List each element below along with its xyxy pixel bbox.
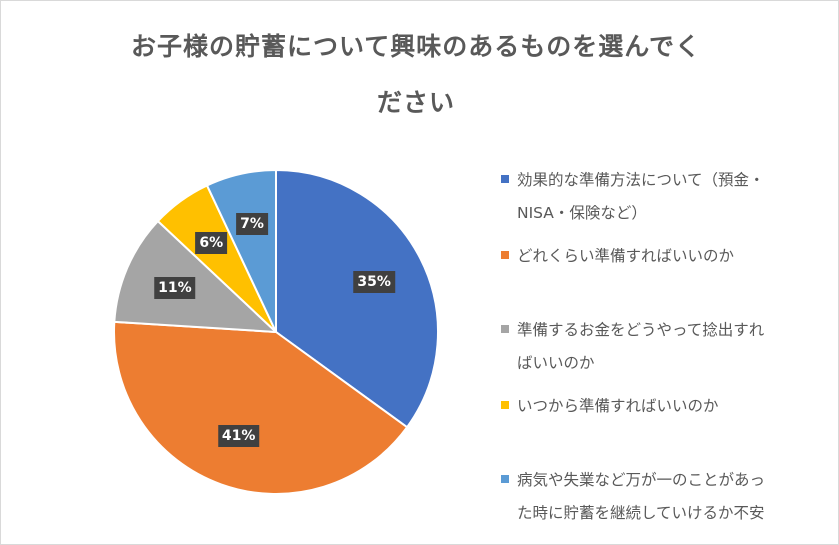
pie-slice-emergency-worry bbox=[205, 168, 277, 333]
data-label-how-much: 41% bbox=[217, 424, 260, 447]
legend-label-line: どれくらい準備すればいいのか bbox=[517, 247, 735, 265]
legend-swatch bbox=[501, 475, 509, 483]
legend-item-effective-methods: 効果的な準備方法について（預金・ NISA・保険など） bbox=[501, 164, 831, 230]
legend-swatch bbox=[501, 251, 509, 259]
data-label-how-to-raise: 11% bbox=[154, 277, 196, 300]
chart-title-line-1: お子様の貯蓄について興味のあるものを選んでく bbox=[130, 32, 701, 61]
legend-swatch bbox=[501, 401, 509, 409]
legend-item-emergency-worry: 病気や失業など万が一のことがあっ た時に貯蓄を継続していけるか不安 bbox=[501, 464, 831, 530]
chart-title-line-2: ださい bbox=[376, 88, 455, 117]
legend-item-when-to-start: いつから準備すればいいのか bbox=[501, 390, 831, 423]
legend-item-how-much: どれくらい準備すればいいのか bbox=[501, 240, 831, 273]
legend-item-how-to-raise: 準備するお金をどうやって捻出すれ ばいいのか bbox=[501, 314, 831, 380]
data-label-emergency-worry: 7% bbox=[236, 213, 268, 236]
legend-label-line: NISA・保険など） bbox=[517, 204, 647, 222]
legend-label-line: 効果的な準備方法について（預金・ bbox=[517, 171, 765, 189]
data-label-effective-methods: 35% bbox=[353, 270, 395, 293]
pie-slice-how-to-raise bbox=[113, 219, 279, 334]
legend-swatch bbox=[501, 175, 509, 183]
chart-title: お子様の貯蓄について興味のあるものを選んでく ださい bbox=[61, 19, 771, 131]
legend-label-line: いつから準備すればいいのか bbox=[517, 397, 719, 415]
pie-slice-how-much bbox=[113, 320, 409, 495]
legend-label-line: ばいいのか bbox=[517, 354, 595, 372]
pie-slice-effective-methods bbox=[275, 168, 439, 429]
legend-label-line: た時に貯蓄を継続していけるか不安 bbox=[517, 504, 765, 522]
legend-label-line: 病気や失業など万が一のことがあっ bbox=[517, 471, 766, 489]
data-label-when-to-start: 6% bbox=[195, 231, 228, 254]
legend-swatch bbox=[501, 325, 509, 333]
legend-label-line: 準備するお金をどうやって捻出すれ bbox=[517, 321, 765, 339]
